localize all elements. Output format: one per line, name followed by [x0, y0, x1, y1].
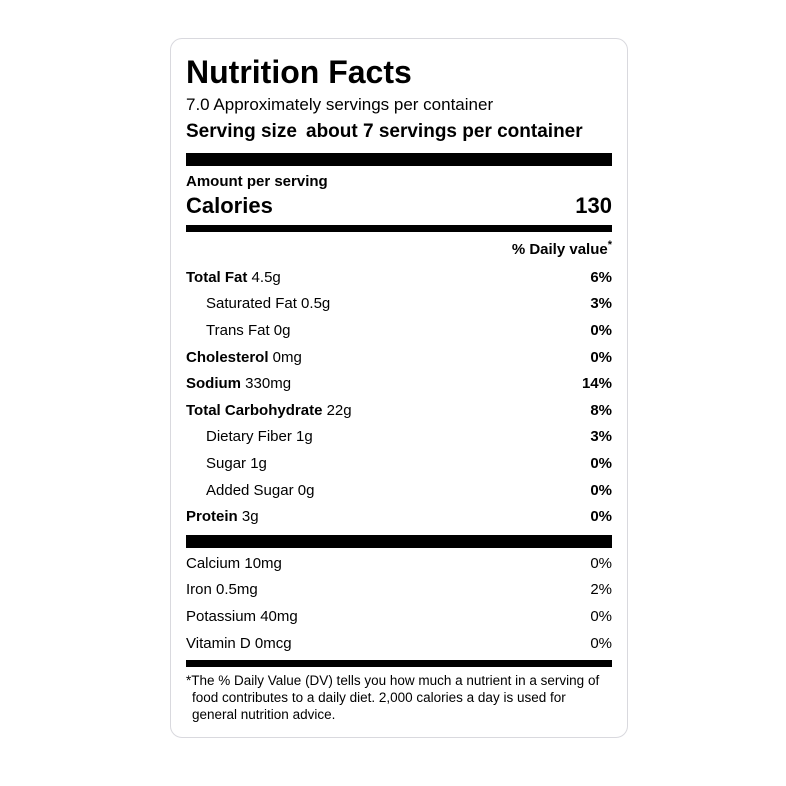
calories-value: 130: [575, 193, 612, 219]
nutrient-row: Total Fat 4.5g 6%: [186, 265, 612, 292]
nutrient-name: Potassium: [186, 607, 257, 625]
nutrient-name: Sugar: [206, 454, 247, 472]
label-title: Nutrition Facts: [186, 54, 412, 90]
nutrient-name: Total Fat: [186, 268, 248, 286]
nutrient-daily-value: 2%: [590, 581, 612, 599]
nutrient-row: Added Sugar 0g 0%: [186, 478, 612, 505]
nutrient-row: Cholesterol 0mg 0%: [186, 345, 612, 372]
nutrient-amount: 0mg: [268, 348, 302, 366]
nutrient-amount: 0.5mg: [211, 581, 258, 599]
nutrient-amount: 1g: [246, 454, 267, 472]
micronutrient-row: Vitamin D 0mcg 0%: [186, 631, 612, 658]
nutrient-amount: 40mg: [256, 607, 298, 625]
nutrient-row: Saturated Fat 0.5g 3%: [186, 291, 612, 318]
nutrient-daily-value: 3%: [590, 295, 612, 313]
divider-bar-thick-top: [186, 152, 612, 166]
nutrient-amount: 4.5g: [247, 268, 281, 286]
daily-value-header: % Daily value*: [511, 238, 612, 258]
nutrient-name: Saturated Fat: [206, 295, 297, 313]
nutrient-name: Sodium: [186, 375, 241, 393]
calories-label: Calories: [186, 193, 273, 219]
nutrient-amount: 0.5g: [296, 295, 331, 313]
micronutrient-rows: Calcium 10mg 0% Iron 0.5mg 2% Potassium …: [186, 551, 612, 657]
nutrient-amount: 3g: [237, 508, 259, 526]
nutrient-amount: 1g: [291, 428, 313, 446]
nutrient-daily-value: 6%: [590, 268, 612, 286]
nutrient-row: Sugar 1g 0%: [186, 451, 612, 478]
nutrient-amount: 10mg: [240, 554, 282, 572]
nutrient-name: Protein: [186, 508, 238, 526]
nutrient-daily-value: 0%: [590, 454, 612, 472]
nutrient-name: Cholesterol: [186, 348, 269, 366]
nutrient-daily-value: 0%: [590, 607, 612, 625]
nutrient-daily-value: 8%: [590, 401, 612, 419]
nutrition-facts-label: Nutrition Facts 7.0 Approximately servin…: [170, 38, 628, 738]
divider-bar-medium-calories: [186, 224, 612, 232]
nutrient-row: Sodium 330mg 14%: [186, 371, 612, 398]
footnote-text: The % Daily Value (DV) tells you how muc…: [191, 673, 600, 723]
micronutrient-row: Calcium 10mg 0%: [186, 551, 612, 578]
serving-size-label: Serving size: [186, 120, 297, 142]
amount-per-serving-label: Amount per serving: [186, 172, 328, 190]
daily-value-asterisk: *: [607, 238, 612, 251]
nutrient-name: Dietary Fiber: [206, 428, 292, 446]
serving-size-value: about 7 servings per container: [306, 120, 583, 142]
nutrient-rows: Total Fat 4.5g 6% Saturated Fat 0.5g 3% …: [186, 265, 612, 531]
divider-bar-medium-footnote: [186, 660, 612, 668]
nutrient-amount: 0mcg: [250, 634, 292, 652]
nutrient-daily-value: 0%: [590, 508, 612, 526]
nutrient-row: Protein 3g 0%: [186, 504, 612, 531]
nutrient-daily-value: 0%: [590, 348, 612, 366]
nutrient-amount: 0g: [293, 481, 315, 499]
serving-size-row: Serving size about 7 servings per contai…: [186, 118, 612, 145]
nutrient-row: Dietary Fiber 1g 3%: [186, 424, 612, 451]
nutrient-name: Vitamin D: [186, 634, 251, 652]
nutrient-amount: 0g: [269, 322, 291, 339]
nutrient-daily-value: 14%: [581, 375, 612, 393]
servings-per-container-line: 7.0 Approximately servings per container: [186, 94, 494, 114]
divider-bar-thick-bottom: [186, 534, 612, 548]
micronutrient-row: Iron 0.5mg 2%: [186, 577, 612, 604]
nutrient-row: Total Carbohydrate 22g 8%: [186, 398, 612, 425]
nutrient-name: Added Sugar: [206, 481, 294, 499]
nutrient-daily-value: 3%: [590, 428, 612, 446]
nutrient-daily-value: 0%: [590, 322, 612, 339]
nutrient-daily-value: 0%: [590, 634, 612, 652]
nutrient-daily-value: 0%: [590, 554, 612, 572]
nutrient-row: Trans Fat 0g 0%: [186, 318, 612, 345]
nutrient-daily-value: 0%: [590, 481, 612, 499]
footnote-asterisk: *: [186, 673, 192, 689]
nutrient-name: Total Carbohydrate: [186, 401, 323, 419]
nutrient-name: Iron: [186, 581, 212, 599]
nutrient-name: Calcium: [186, 554, 241, 572]
nutrient-amount: 330mg: [241, 375, 292, 393]
calories-row: Calories 130: [186, 193, 612, 219]
nutrient-name: Trans Fat: [206, 322, 270, 339]
micronutrient-row: Potassium 40mg 0%: [186, 604, 612, 631]
nutrient-amount: 22g: [322, 401, 352, 419]
footnote: *The % Daily Value (DV) tells you how mu…: [186, 672, 612, 723]
